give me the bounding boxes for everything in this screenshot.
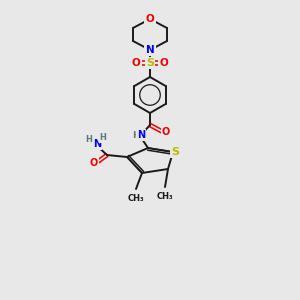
Text: O: O: [160, 58, 168, 68]
Text: S: S: [146, 58, 154, 68]
Text: H: H: [100, 133, 106, 142]
Text: O: O: [90, 158, 98, 168]
Text: CH₃: CH₃: [128, 194, 144, 203]
Text: N: N: [146, 45, 154, 55]
Text: N: N: [93, 139, 101, 149]
Text: S: S: [171, 147, 179, 157]
Text: H: H: [85, 134, 92, 143]
Text: H: H: [132, 130, 140, 140]
Text: O: O: [132, 58, 140, 68]
Text: N: N: [137, 130, 145, 140]
Text: O: O: [162, 127, 170, 137]
Text: O: O: [146, 14, 154, 24]
Text: CH₃: CH₃: [157, 192, 173, 201]
